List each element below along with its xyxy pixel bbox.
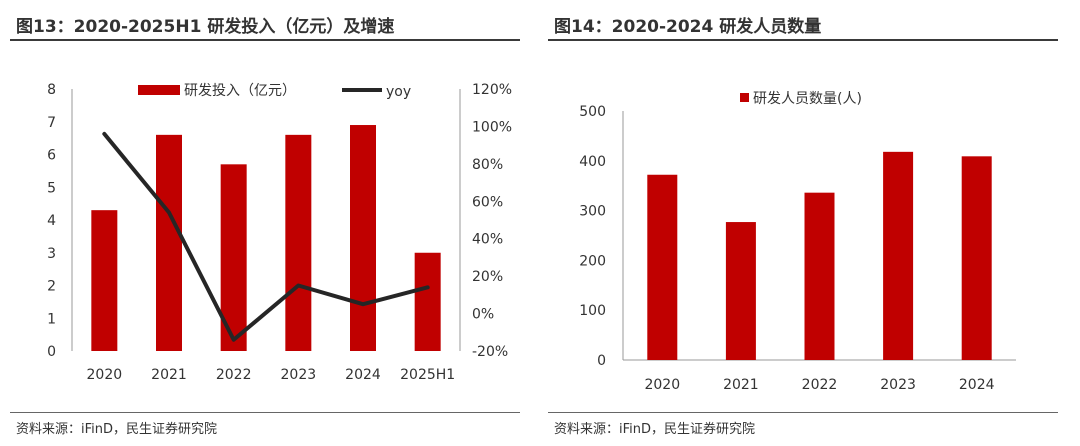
- x-tick-label: 2022: [216, 367, 252, 383]
- bar: [804, 192, 835, 360]
- x-tick-label: 2023: [880, 377, 916, 393]
- bar: [350, 125, 376, 352]
- title-divider: [10, 39, 520, 41]
- y2-tick-label: 20%: [472, 269, 503, 285]
- x-tick-label: 2020: [644, 377, 680, 393]
- x-tick-label: 2021: [723, 377, 759, 393]
- y-tick-label: 0: [47, 344, 56, 360]
- bar: [414, 252, 441, 351]
- legend-label-bar: 研发人员数量(人): [753, 91, 862, 107]
- y-tick-label: 500: [579, 104, 606, 120]
- source-note: 资料来源：iFinD，民生证券研究院: [16, 422, 218, 437]
- y-tick-label: 200: [579, 253, 606, 269]
- y-tick-label: 3: [47, 246, 56, 262]
- source-divider: [10, 412, 520, 413]
- bar: [91, 210, 118, 351]
- bar: [725, 222, 756, 360]
- y-tick-label: 0: [597, 353, 606, 369]
- legend-label-bar: 研发投入（亿元）: [184, 83, 296, 99]
- y-tick-label: 7: [47, 115, 56, 131]
- yoy-line: [102, 131, 430, 342]
- y-tick-label: 6: [47, 148, 56, 164]
- y2-tick-label: 100%: [472, 119, 512, 135]
- legend-label-line: yoy: [386, 84, 411, 100]
- x-tick-label: 2025H1: [400, 367, 455, 383]
- y-tick-label: 1: [47, 311, 56, 327]
- x-tick-label: 2022: [802, 377, 838, 393]
- y-tick-label: 5: [47, 180, 56, 196]
- rd-investment-chart: 0 1 2 3 4 5 6 7 8 -20% 0% 20% 40% 60% 80% 100% 120% 2020 2…: [47, 82, 512, 383]
- x-tick-label: 2024: [345, 367, 381, 383]
- y2-tick-label: 80%: [472, 157, 503, 173]
- right-chart-panel: 图14：2020-2024 研发人员数量 0 100 200 300 400 500 202…: [548, 0, 1058, 446]
- bar: [156, 134, 182, 351]
- x-tick-label: 2024: [959, 377, 995, 393]
- bar: [883, 151, 914, 360]
- y-tick-label: 100: [579, 303, 606, 319]
- source-note: 资料来源：iFinD，民生证券研究院: [554, 422, 756, 437]
- y-tick-label: 400: [579, 154, 606, 170]
- bar: [647, 174, 678, 360]
- y2-tick-label: -20%: [472, 344, 508, 360]
- y-tick-label: 4: [47, 213, 56, 229]
- legend-swatch-bar: [138, 85, 180, 95]
- x-tick-label: 2021: [151, 367, 187, 383]
- title-divider: [548, 39, 1058, 41]
- chart-title: 图14：2020-2024 研发人员数量: [554, 17, 822, 37]
- y-tick-label: 300: [579, 204, 606, 220]
- y2-tick-label: 60%: [472, 194, 503, 210]
- y2-tick-label: 40%: [472, 232, 503, 248]
- y-tick-label: 8: [47, 82, 56, 98]
- y2-tick-label: 120%: [472, 82, 512, 98]
- y2-tick-label: 0%: [472, 307, 494, 323]
- chart-title: 图13：2020-2025H1 研发投入（亿元）及增速: [16, 17, 395, 37]
- source-divider: [548, 412, 1058, 413]
- left-chart-panel: 图13：2020-2025H1 研发投入（亿元）及增速 0 1 2 3 4 5 6 7 8 -20…: [10, 0, 520, 446]
- y-tick-label: 2: [47, 279, 56, 295]
- bar: [961, 156, 992, 360]
- x-tick-label: 2023: [281, 367, 317, 383]
- legend-swatch-bar: [740, 93, 749, 102]
- rd-staff-chart: 0 100 200 300 400 500 2020 2021 2022 2023 2024 研发人员…: [579, 91, 1016, 393]
- x-tick-label: 2020: [87, 367, 123, 383]
- bar: [285, 134, 312, 351]
